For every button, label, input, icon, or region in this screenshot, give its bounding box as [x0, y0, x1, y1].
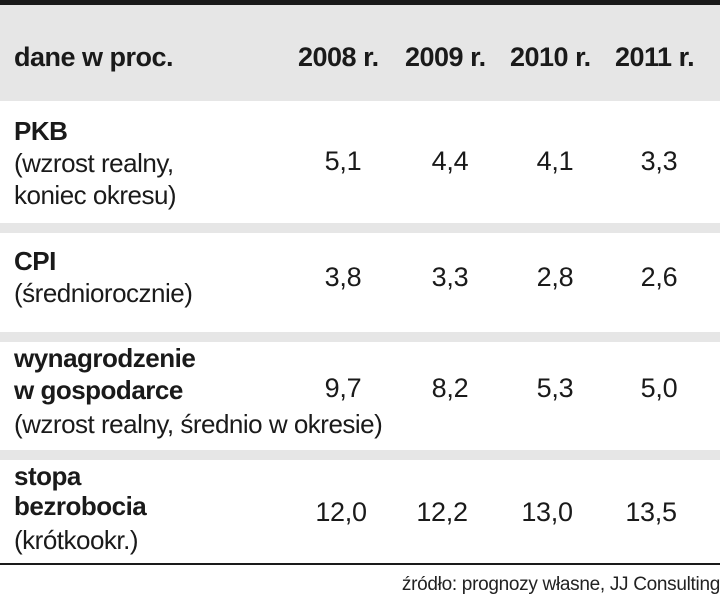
- row-divider: [0, 450, 720, 460]
- value-2008: 3,8: [324, 262, 362, 292]
- value-2009: 8,2: [431, 373, 469, 403]
- value-2009: 3,3: [431, 262, 469, 292]
- value-2011: 5,0: [640, 373, 678, 403]
- value-2009: 4,4: [431, 146, 469, 176]
- bottom-rule: [0, 563, 720, 565]
- row-subtitle: (wzrost realny,: [14, 148, 174, 178]
- row-subtitle: (wzrost realny, średnio w okresie): [14, 409, 383, 439]
- row-divider: [0, 332, 720, 342]
- header-year-2009: 2009 r.: [405, 42, 486, 72]
- table-row-pkb: PKB (wzrost realny, koniec okresu) 5,1 4…: [0, 101, 720, 223]
- row-title: bezrobocia: [14, 491, 147, 521]
- data-table: dane w proc. 2008 r. 2009 r. 2010 r. 201…: [0, 0, 720, 565]
- value-2010: 4,1: [536, 146, 574, 176]
- value-2011: 3,3: [640, 146, 678, 176]
- row-divider: [0, 223, 720, 233]
- value-2008: 9,7: [324, 373, 362, 403]
- header-year-2011: 2011 r.: [615, 42, 695, 72]
- value-2008: 5,1: [324, 146, 362, 176]
- value-2008: 12,0: [315, 497, 367, 527]
- table-header: dane w proc. 2008 r. 2009 r. 2010 r. 201…: [0, 5, 720, 101]
- row-title: stopa: [14, 461, 81, 491]
- row-title: wynagrodzenie: [14, 343, 196, 373]
- value-2009: 12,2: [416, 497, 468, 527]
- header-unit-label: dane w proc.: [14, 42, 174, 72]
- value-2011: 2,6: [640, 262, 678, 292]
- row-title: PKB: [14, 116, 68, 146]
- row-subtitle: (średniorocznie): [14, 278, 193, 308]
- header-year-2010: 2010 r.: [510, 42, 591, 72]
- table-row-cpi: CPI (średniorocznie) 3,8 3,3 2,8 2,6: [0, 233, 720, 332]
- row-subtitle: koniec okresu): [14, 180, 177, 210]
- row-subtitle: (krótkookr.): [14, 525, 139, 555]
- source-note: źródło: prognozy własne, JJ Consulting: [401, 574, 720, 595]
- top-rule: [0, 0, 720, 5]
- value-2010: 13,0: [521, 497, 573, 527]
- row-title: CPI: [14, 246, 56, 276]
- value-2010: 5,3: [536, 373, 574, 403]
- table-row-unemployment: stopa bezrobocia (krótkookr.) 12,0 12,2 …: [0, 460, 720, 563]
- value-2011: 13,5: [625, 497, 677, 527]
- row-title: w gospodarce: [14, 375, 183, 405]
- table-row-wages: wynagrodzenie w gospodarce (wzrost realn…: [0, 342, 720, 450]
- header-year-2008: 2008 r.: [298, 42, 379, 72]
- value-2010: 2,8: [536, 262, 574, 292]
